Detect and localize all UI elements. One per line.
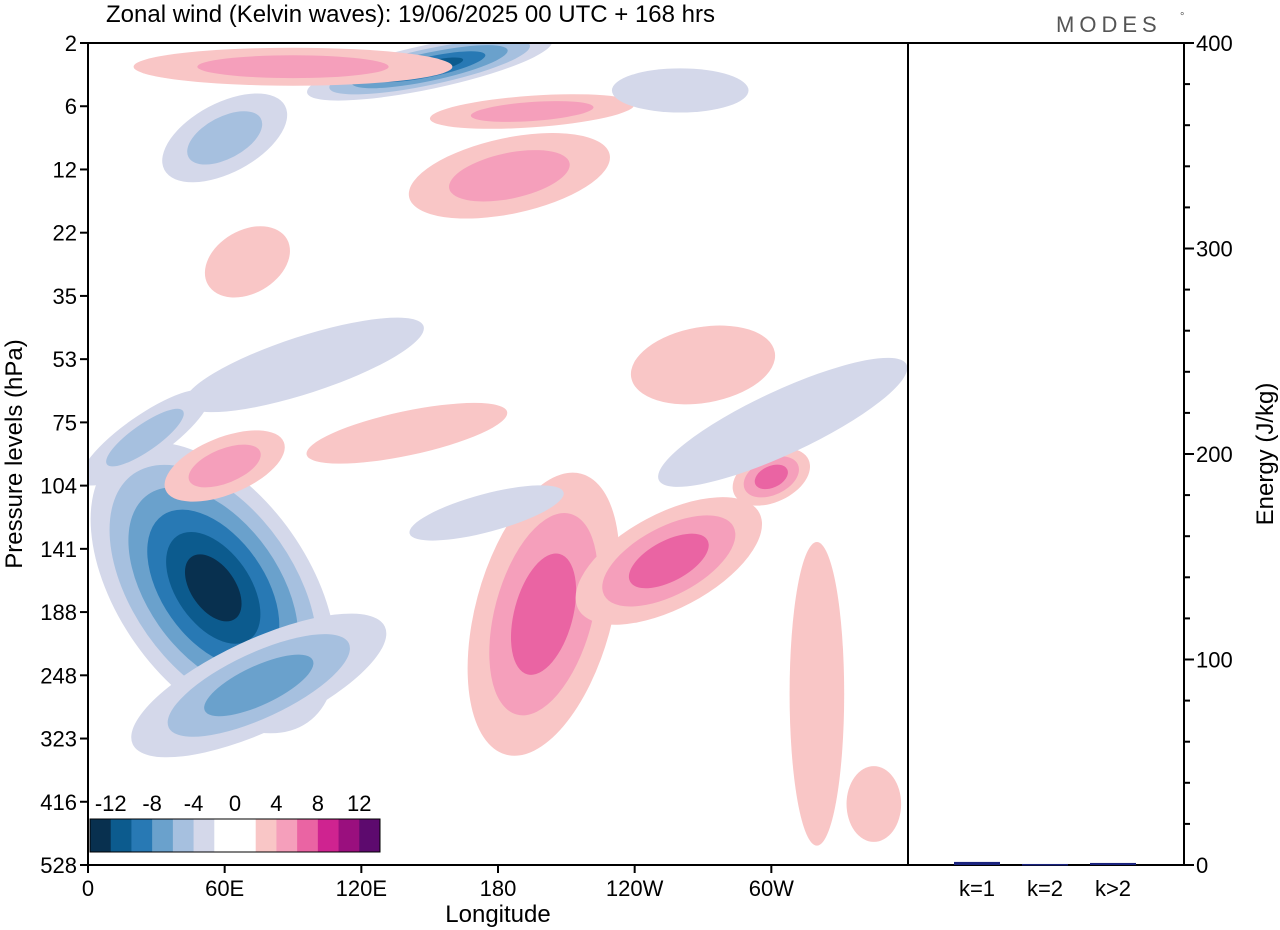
wind-contour-4-1 — [184, 317, 424, 413]
longitude-tick-label: 120E — [336, 876, 387, 901]
colorbar-label: 8 — [312, 791, 324, 816]
logo-text: MODES — [1056, 12, 1162, 37]
wind-contour-13-1 — [630, 325, 776, 405]
energy-panel: 0 100 200 300 400 k=1 k=2 k>2 Energy (J/kg) — [907, 31, 1279, 901]
pressure-tick-label: 248 — [40, 663, 77, 688]
energy-bar — [1090, 862, 1136, 865]
wind-contour-7-2 — [197, 55, 389, 79]
longitude-ticks: 0 60E 120E 180 120W 60W — [82, 865, 794, 901]
energy-bar — [1022, 863, 1068, 866]
wind-contour-11-3 — [628, 533, 709, 589]
y-axis-label: Pressure levels (hPa) — [1, 339, 28, 568]
colorbar-swatch — [359, 819, 381, 852]
pressure-tick-label: 2 — [65, 31, 77, 56]
pressure-tick-label: 528 — [40, 853, 77, 878]
wind-contour-9-2 — [470, 101, 594, 122]
colorbar-swatch — [338, 819, 360, 852]
wind-contour-17-1 — [204, 226, 290, 298]
wind-contour-6-2 — [187, 111, 263, 165]
longitude-tick-label: 180 — [480, 876, 517, 901]
colorbar-swatch — [193, 819, 215, 852]
colorbar-swatch — [214, 819, 236, 852]
longitude-tick-label: 0 — [82, 876, 94, 901]
wind-contour-1-3 — [204, 654, 314, 717]
logo-mark: ° — [1180, 11, 1184, 23]
pressure-tick-label: 53 — [53, 347, 77, 372]
colorbar-swatch — [131, 819, 153, 852]
wind-contour-10-3 — [510, 553, 577, 675]
energy-tick-label: 200 — [1196, 442, 1233, 467]
longitude-tick-label: 60E — [205, 876, 244, 901]
colorbar-label: -8 — [142, 791, 162, 816]
energy-tick-label: 400 — [1196, 31, 1233, 56]
colorbar: -12 -8 -4 0 4 8 12 — [89, 791, 381, 853]
pressure-tick-label: 188 — [40, 600, 77, 625]
pressure-tick-label: 104 — [40, 474, 77, 499]
energy-category-label: k=2 — [1027, 876, 1063, 901]
main-plot: -12 -8 -4 0 4 8 12 2 6 12 22 35 53 75 104 141 188 248 323… — [1, 31, 909, 928]
wind-contour-20-1 — [846, 766, 902, 842]
wind-contour-19-1 — [611, 68, 749, 113]
wind-contour-0-6 — [184, 554, 242, 622]
colorbar-frame — [89, 818, 381, 853]
pressure-tick-label: 323 — [40, 727, 77, 752]
colorbar-swatch — [317, 819, 339, 852]
energy-tick-label: 100 — [1196, 648, 1233, 673]
wind-contour-2-2 — [188, 444, 261, 488]
wind-contour-14-1 — [658, 357, 908, 487]
colorbar-swatch — [172, 819, 194, 852]
wind-contour-8-2 — [449, 150, 570, 202]
colorbar-label: 4 — [270, 791, 282, 816]
wind-contour-16-1 — [306, 402, 508, 464]
energy-category-label: k=1 — [959, 876, 995, 901]
energy-tick-label: 0 — [1196, 853, 1208, 878]
energy-category-label: k>2 — [1095, 876, 1131, 901]
colorbar-swatch — [276, 819, 298, 852]
colorbar-swatch — [110, 819, 132, 852]
pressure-tick-label: 416 — [40, 790, 77, 815]
wind-contour-15-1 — [789, 542, 845, 846]
colorbar-swatch — [255, 819, 277, 852]
wind-contour-3-2 — [106, 408, 184, 467]
longitude-tick-label: 60W — [749, 876, 794, 901]
pressure-tick-label: 35 — [53, 284, 77, 309]
colorbar-label: -4 — [184, 791, 204, 816]
chart-title: Zonal wind (Kelvin waves): 19/06/2025 00… — [106, 1, 715, 28]
colorbar-label: 0 — [229, 791, 241, 816]
modes-logo: MODES ° — [1056, 11, 1184, 37]
energy-tick-label: 300 — [1196, 237, 1233, 262]
longitude-tick-label: 120W — [606, 876, 664, 901]
pressure-tick-label: 75 — [53, 410, 77, 435]
wind-contour-18-1 — [409, 485, 564, 541]
energy-frame — [907, 42, 1185, 866]
energy-bars: 0 100 200 300 400 k=1 k=2 k>2 — [954, 31, 1233, 901]
x-axis-label: Longitude — [445, 901, 550, 928]
pressure-tick-label: 22 — [53, 221, 77, 246]
colorbar-swatch — [235, 819, 257, 852]
energy-bar — [954, 861, 1000, 865]
pressure-tick-label: 141 — [40, 537, 77, 562]
wind-contour-12-3 — [754, 464, 788, 490]
wind-contours — [88, 43, 908, 846]
colorbar-label: -12 — [95, 791, 127, 816]
colorbar-label: 12 — [347, 791, 371, 816]
colorbar-swatch — [152, 819, 174, 852]
pressure-ticks: 2 6 12 22 35 53 75 104 141 188 248 323 416 528 — [40, 31, 88, 878]
colorbar-swatch — [297, 819, 319, 852]
pressure-tick-label: 12 — [53, 157, 77, 182]
pressure-tick-label: 6 — [65, 94, 77, 119]
colorbar-swatch — [90, 819, 112, 852]
energy-axis-label: Energy (J/kg) — [1252, 383, 1279, 526]
